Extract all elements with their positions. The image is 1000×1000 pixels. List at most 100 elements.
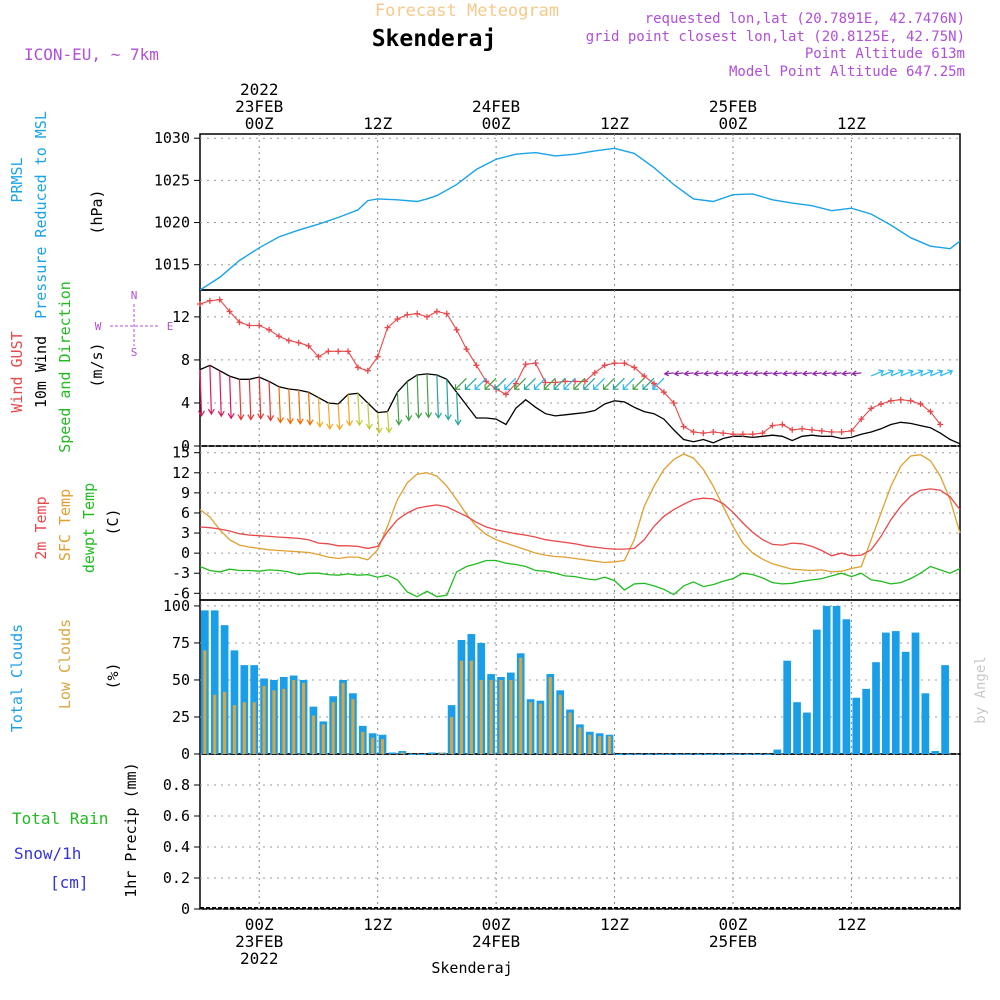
total-clouds-bar <box>674 754 683 755</box>
total-clouds-bar <box>418 754 426 755</box>
gust-marker <box>305 342 312 349</box>
y-tick-label: 12 <box>172 464 190 482</box>
gust-marker <box>532 360 539 367</box>
wind-arrow <box>296 390 304 426</box>
gust-marker <box>848 427 855 434</box>
gust-marker <box>404 311 411 318</box>
gust-marker <box>266 326 273 333</box>
gust-marker <box>818 427 825 434</box>
low-clouds-bar <box>213 694 217 754</box>
y-tick-label: 0 <box>181 544 190 562</box>
pressure-label-2: Pressure Reduced to MSL <box>32 111 50 319</box>
y-tick-label: 1030 <box>154 129 190 147</box>
total-clouds-bar <box>664 754 673 755</box>
gust-marker <box>453 326 460 333</box>
gust-marker <box>246 322 253 329</box>
rain-label: Total Rain <box>12 809 108 828</box>
gust-label: Wind GUST <box>8 331 26 412</box>
panel-frames <box>199 133 961 910</box>
gust-marker <box>710 429 717 436</box>
wind-arrow <box>237 379 245 421</box>
footer-location: Skenderaj <box>431 959 512 977</box>
gust-marker <box>414 310 421 317</box>
wind-arrow <box>464 377 477 390</box>
total-clouds-bar <box>428 752 436 754</box>
total-clouds-bar <box>862 688 870 754</box>
total-clouds-bar <box>872 662 880 754</box>
total-clouds-bar <box>645 754 653 755</box>
wind-arrow <box>831 370 842 377</box>
pressure-label: PRMSL <box>8 157 26 202</box>
wind-arrow <box>801 370 813 377</box>
low-clouds-bar <box>361 731 365 754</box>
y-tick-label: 1025 <box>154 171 190 189</box>
wind-arrow <box>870 369 885 377</box>
wind-arrow <box>395 392 403 426</box>
time-label-bottom: 00Z <box>719 915 748 934</box>
wind-arrow <box>346 394 354 427</box>
grid-lines <box>200 134 960 910</box>
y-tick-label: -6 <box>172 584 190 602</box>
gust-marker <box>512 380 519 387</box>
wind-arrow <box>752 370 763 377</box>
y-tick-label: 25 <box>172 708 190 726</box>
time-label-top: 12Z <box>600 114 629 133</box>
pressure-series-line <box>199 147 961 291</box>
model-name: ICON-EU, ~ 7km <box>24 45 159 64</box>
gust-marker <box>364 367 371 374</box>
wind-gust-series-line <box>199 299 941 435</box>
gust-marker <box>720 430 727 437</box>
wind-arrow <box>474 377 487 390</box>
gust-marker <box>651 380 658 387</box>
gust-marker <box>680 423 687 430</box>
wind-arrow <box>444 379 452 421</box>
low-clouds-bar <box>321 724 325 754</box>
low-clouds-bar <box>479 679 483 754</box>
gust-marker <box>907 397 914 404</box>
y-tick-label: 9 <box>181 484 190 502</box>
wind-arrow <box>375 412 383 434</box>
wind-arrow <box>257 377 265 420</box>
total-clouds-bar <box>388 752 397 754</box>
wind-arrows <box>197 365 954 434</box>
wind-speed-series-line <box>199 364 961 445</box>
compass-n: N <box>131 289 138 302</box>
total-clouds-bar <box>714 754 722 755</box>
wind-arrow <box>583 377 596 390</box>
wind-arrow <box>910 369 924 377</box>
time-label-bottom: 00Z <box>482 915 511 934</box>
total-clouds-bar <box>931 751 940 754</box>
time-label-bottom: 00Z <box>245 915 274 934</box>
wind-arrow <box>543 377 556 390</box>
snow-label: Snow/1h <box>14 844 81 863</box>
total-clouds-bar <box>842 619 851 754</box>
total-clouds-bar <box>832 605 841 754</box>
wind-arrow <box>712 370 724 377</box>
wind-arrow <box>841 370 852 377</box>
temp-unit: (C) <box>104 508 122 535</box>
gust-marker <box>216 296 223 303</box>
low-clouds-bar <box>529 702 533 754</box>
wind-arrow <box>622 377 635 390</box>
compass-icon: N S W E <box>95 289 174 359</box>
total-clouds-bar <box>911 632 920 754</box>
compass-s: S <box>131 346 138 359</box>
gust-marker <box>631 364 638 371</box>
total-clouds-bar <box>763 754 772 755</box>
y-tick-label: 0 <box>181 745 190 763</box>
gust-marker <box>700 430 707 437</box>
snow-unit-label: [cm] <box>50 873 89 892</box>
panel-frame-temp <box>199 445 961 601</box>
time-label-top: 2022 <box>240 80 279 99</box>
time-label-top: 25FEB <box>709 97 757 116</box>
total-clouds-bar <box>852 697 861 754</box>
y-tick-label: 12 <box>172 308 190 326</box>
total-clouds-bar <box>733 754 742 755</box>
low-clouds-bar <box>607 736 612 754</box>
total-clouds-bar <box>724 754 732 755</box>
y-tick-label: 100 <box>163 597 190 615</box>
gust-marker <box>601 362 608 369</box>
gust-marker <box>542 379 549 386</box>
low-clouds-bar <box>232 705 236 754</box>
